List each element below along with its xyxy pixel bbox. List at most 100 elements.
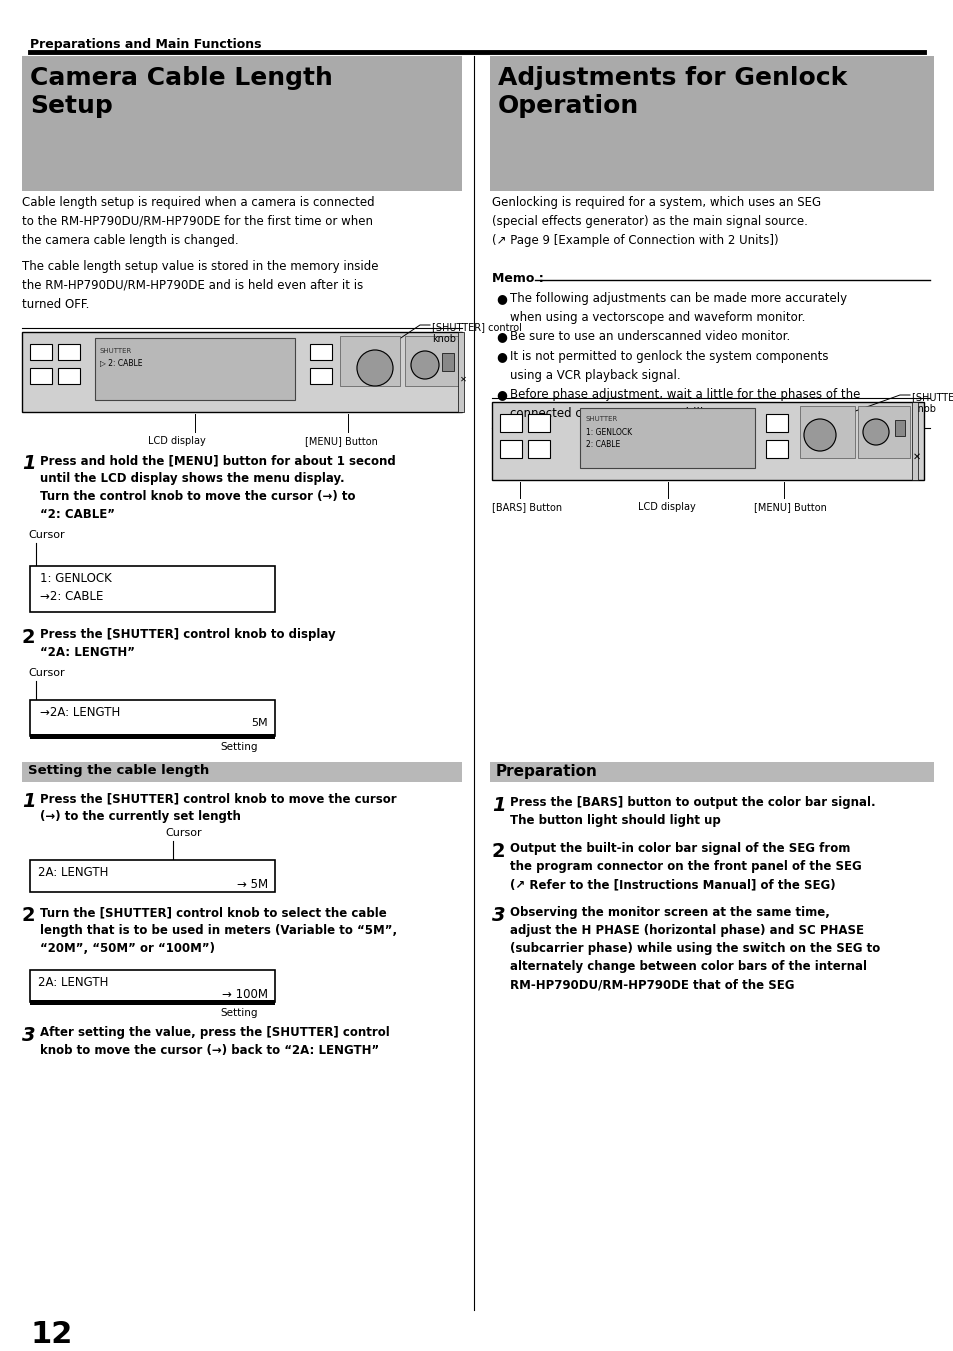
Text: Adjustments for Genlock
Operation: Adjustments for Genlock Operation — [497, 66, 846, 118]
Text: RM-HP790DU/RM-HP790DE that of the SEG: RM-HP790DU/RM-HP790DE that of the SEG — [510, 978, 794, 992]
Text: Press the [SHUTTER] control knob to display: Press the [SHUTTER] control knob to disp… — [40, 628, 335, 640]
Text: 1: 1 — [22, 792, 35, 811]
Bar — [911, 403, 917, 480]
Text: After setting the value, press the [SHUTTER] control: After setting the value, press the [SHUT… — [40, 1025, 390, 1039]
Text: → 100M: → 100M — [222, 988, 268, 1001]
Text: 1: 1 — [22, 454, 35, 473]
Text: Turn the [SHUTTER] control knob to select the cable: Turn the [SHUTTER] control knob to selec… — [40, 907, 386, 919]
Text: (→) to the currently set length: (→) to the currently set length — [40, 811, 240, 823]
Text: SHUTTER: SHUTTER — [585, 416, 618, 422]
Text: 3: 3 — [22, 1025, 35, 1046]
Bar — [499, 413, 521, 432]
Text: SHUTTER: SHUTTER — [100, 349, 132, 354]
Text: [SHUTTER] control
knob: [SHUTTER] control knob — [432, 322, 521, 343]
Bar — [30, 566, 274, 612]
Text: [SHUTTER] contro
knob: [SHUTTER] contro knob — [911, 392, 953, 413]
Bar — [800, 407, 854, 458]
Text: Press the [SHUTTER] control knob to move the cursor: Press the [SHUTTER] control knob to move… — [40, 792, 396, 805]
Bar — [339, 336, 399, 386]
Text: Observing the monitor screen at the same time,: Observing the monitor screen at the same… — [510, 907, 829, 919]
Text: until the LCD display shows the menu display.: until the LCD display shows the menu dis… — [40, 471, 344, 485]
Text: Memo :: Memo : — [492, 272, 543, 285]
Text: the program connector on the front panel of the SEG: the program connector on the front panel… — [510, 861, 861, 873]
Bar — [499, 440, 521, 458]
Bar — [527, 440, 550, 458]
Text: →2A: LENGTH: →2A: LENGTH — [40, 707, 120, 719]
Text: 2A: LENGTH: 2A: LENGTH — [38, 975, 109, 989]
Bar — [765, 413, 787, 432]
Text: 1: 1 — [492, 796, 505, 815]
Bar — [310, 345, 332, 359]
Text: Press and hold the [MENU] button for about 1 second: Press and hold the [MENU] button for abo… — [40, 454, 395, 467]
Text: The button light should light up: The button light should light up — [510, 815, 720, 827]
Text: The cable length setup value is stored in the memory inside
the RM-HP790DU/RM-HP: The cable length setup value is stored i… — [22, 259, 378, 311]
Text: [MENU] Button: [MENU] Button — [305, 436, 377, 446]
Circle shape — [411, 351, 438, 380]
Text: Be sure to use an underscanned video monitor.: Be sure to use an underscanned video mon… — [510, 330, 789, 343]
Bar — [490, 762, 933, 782]
Bar — [492, 403, 923, 480]
Text: → 5M: → 5M — [236, 878, 268, 892]
Bar — [22, 762, 461, 782]
Text: knob to move the cursor (→) back to “2A: LENGTH”: knob to move the cursor (→) back to “2A:… — [40, 1044, 379, 1056]
Bar — [95, 338, 294, 400]
Text: “20M”, “50M” or “100M”): “20M”, “50M” or “100M”) — [40, 942, 214, 955]
Text: Output the built-in color bar signal of the SEG from: Output the built-in color bar signal of … — [510, 842, 849, 855]
Text: “2A: LENGTH”: “2A: LENGTH” — [40, 646, 135, 659]
Bar — [58, 367, 80, 384]
Text: 2: 2 — [22, 628, 35, 647]
Text: 2A: LENGTH: 2A: LENGTH — [38, 866, 109, 880]
Bar — [30, 700, 274, 736]
Text: adjust the H PHASE (horizontal phase) and SC PHASE: adjust the H PHASE (horizontal phase) an… — [510, 924, 863, 938]
Text: Preparations and Main Functions: Preparations and Main Functions — [30, 38, 261, 51]
Text: 2: 2 — [492, 842, 505, 861]
Bar — [30, 861, 274, 892]
Bar — [765, 440, 787, 458]
Text: LCD display: LCD display — [638, 503, 695, 512]
Text: LCD display: LCD display — [148, 436, 206, 446]
Bar — [22, 55, 461, 190]
Text: ✕: ✕ — [912, 453, 921, 462]
Text: ●: ● — [496, 350, 506, 363]
Bar — [441, 353, 454, 372]
Text: Setting: Setting — [220, 742, 257, 753]
Text: (↗ Refer to the [Instructions Manual] of the SEG): (↗ Refer to the [Instructions Manual] of… — [510, 878, 835, 892]
Text: Preparation: Preparation — [496, 765, 598, 780]
Text: 1: GENLOCK: 1: GENLOCK — [585, 428, 632, 436]
Text: Genlocking is required for a system, which uses an SEG
(special effects generato: Genlocking is required for a system, whi… — [492, 196, 821, 247]
Text: [BARS] Button: [BARS] Button — [492, 503, 561, 512]
Bar — [490, 55, 933, 190]
Text: The following adjustments can be made more accurately
when using a vectorscope a: The following adjustments can be made mo… — [510, 292, 846, 324]
Bar — [30, 367, 52, 384]
Text: Camera Cable Length
Setup: Camera Cable Length Setup — [30, 66, 333, 118]
Bar — [30, 970, 274, 1002]
Bar — [30, 734, 274, 739]
Text: length that is to be used in meters (Variable to “5M”,: length that is to be used in meters (Var… — [40, 924, 396, 938]
Text: Setting: Setting — [220, 1008, 257, 1019]
Text: Before phase adjustment, wait a little for the phases of the
connected component: Before phase adjustment, wait a little f… — [510, 388, 860, 420]
Text: Setting the cable length: Setting the cable length — [28, 765, 209, 777]
Bar — [579, 408, 754, 467]
Text: 2: 2 — [22, 907, 35, 925]
Text: [MENU] Button: [MENU] Button — [753, 503, 826, 512]
Bar — [22, 332, 461, 412]
Circle shape — [803, 419, 835, 451]
Text: Cursor: Cursor — [28, 530, 65, 540]
Bar — [30, 345, 52, 359]
Bar — [405, 336, 459, 386]
Text: 5M: 5M — [251, 717, 268, 728]
Bar — [310, 367, 332, 384]
Text: 3: 3 — [492, 907, 505, 925]
Bar — [857, 407, 909, 458]
Bar — [30, 1000, 274, 1005]
Text: ●: ● — [496, 330, 506, 343]
Text: ●: ● — [496, 388, 506, 401]
Circle shape — [862, 419, 888, 444]
Text: 12: 12 — [30, 1320, 72, 1350]
Text: Cursor: Cursor — [165, 828, 201, 838]
Text: alternately change between color bars of the internal: alternately change between color bars of… — [510, 961, 866, 973]
Text: “2: CABLE”: “2: CABLE” — [40, 508, 115, 521]
Text: 1: GENLOCK: 1: GENLOCK — [40, 571, 112, 585]
Text: It is not permitted to genlock the system components
using a VCR playback signal: It is not permitted to genlock the syste… — [510, 350, 827, 382]
Text: Cursor: Cursor — [28, 667, 65, 678]
